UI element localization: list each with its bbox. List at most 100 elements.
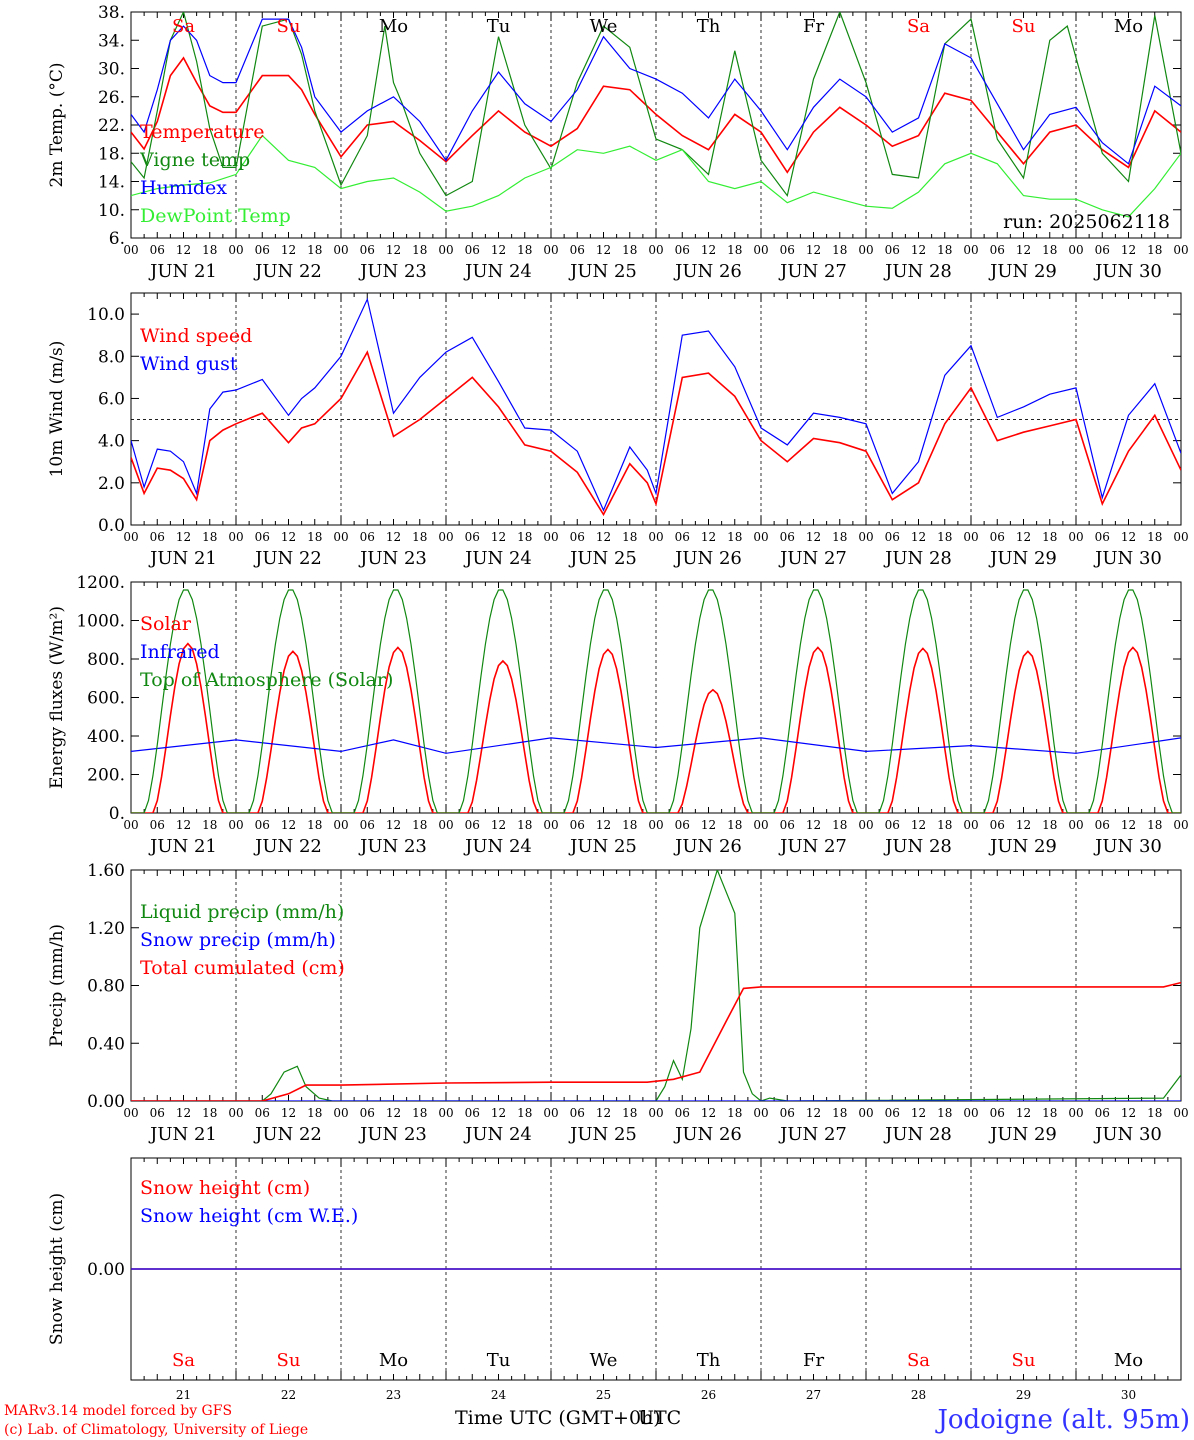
x-hour-label: 06 [255,1106,270,1120]
x-hour-label: 06 [150,243,165,257]
x-date-label: JUN 24 [463,548,532,569]
x-date-label: JUN 23 [358,1124,427,1145]
x-hour-label: 06 [360,530,375,544]
x-hour-label: 00 [963,818,978,832]
x-date-label: JUN 22 [253,1124,322,1145]
x-hour-label: 00 [228,1106,243,1120]
legend-liquid-precip-mm-h-: Liquid precip (mm/h) [140,901,344,923]
x-hour-label: 06 [150,530,165,544]
day-name-label: Fr [803,1350,824,1371]
x-hour-label: 18 [517,530,532,544]
x-hour-label: 12 [281,530,296,544]
x-hour-label: 12 [1016,530,1031,544]
x-hour-label: 12 [281,243,296,257]
day-name-label: We [590,1350,618,1371]
x-hour-label: 00 [228,243,243,257]
x-hour-label: 06 [675,243,690,257]
x-hour-label: 00 [858,818,873,832]
x-hour-label: 12 [281,818,296,832]
x-hour-label: 12 [1121,1106,1136,1120]
series-line-liquid-precip-mm-h- [131,870,1181,1101]
day-number-label: 25 [596,1388,611,1402]
day-name-label: Mo [1114,1350,1143,1371]
x-hour-label: 00 [1068,818,1083,832]
run-annotation: run: 2025062118 [1003,211,1170,233]
x-hour-label: 00 [753,243,768,257]
x-hour-label: 18 [937,243,952,257]
x-hour-label: 12 [701,818,716,832]
x-hour-label: 00 [1173,243,1188,257]
x-hour-label: 18 [832,1106,847,1120]
legend-vigne-temp: Vigne temp [139,149,250,171]
day-number-label: 24 [491,1388,507,1402]
series-group [131,12,1181,218]
y-tick-label: 1.20 [87,919,125,939]
x-hour-label: 12 [806,818,821,832]
x-hour-label: 18 [517,243,532,257]
x-hour-label: 12 [911,243,926,257]
x-hour-label: 00 [753,530,768,544]
y-tick-label: 6. [109,229,125,249]
x-hour-label: 06 [465,818,480,832]
x-hour-label: 06 [150,1106,165,1120]
y-tick-label: 6.0 [98,389,125,409]
xaxis-title: Time UTC (GMT+0h) [455,1407,661,1429]
x-hour-label: 12 [491,530,506,544]
x-hour-label: 06 [570,1106,585,1120]
x-date-label: JUN 26 [673,261,742,282]
x-hour-label: 18 [622,818,637,832]
x-hour-label: 12 [386,818,401,832]
x-hour-label: 18 [307,530,322,544]
panel-4: 0.00 0.40 0.80 1.20 1.60 Precip (mm/h) Liquid … [47,861,1189,1145]
x-hour-label: 00 [333,243,348,257]
day-name-label: Su [1012,1350,1036,1371]
y-tick-label: 1000. [76,612,125,632]
panel-2: 0.0 2.0 4.0 6.0 8.0 10.0 10m Wind (m/s) Wind sp… [47,292,1189,569]
x-hour-label: 12 [911,530,926,544]
series-group [131,870,1181,1101]
y-tick-label: 10.0 [87,305,125,325]
x-hour-label: 12 [176,530,191,544]
legend-total-cumulated-cm-: Total cumulated (cm) [140,957,345,979]
day-name-label: Mo [1114,16,1143,37]
x-hour-label: 12 [911,1106,926,1120]
x-hour-label: 00 [543,243,558,257]
x-hour-label: 18 [727,530,742,544]
x-hour-label: 12 [701,530,716,544]
x-hour-label: 00 [228,530,243,544]
x-hour-label: 18 [1042,243,1057,257]
day-name-label: Sa [907,16,930,37]
x-hour-label: 12 [1121,818,1136,832]
x-date-label: JUN 30 [1093,1124,1162,1145]
x-hour-label: 18 [517,818,532,832]
x-hour-label: 00 [438,1106,453,1120]
x-date-label: JUN 27 [778,548,847,569]
x-hour-label: 12 [176,243,191,257]
day-name-label: Sa [907,1350,930,1371]
x-date-label: JUN 24 [463,261,532,282]
x-hour-label: 00 [963,1106,978,1120]
y-axis-title: 10m Wind (m/s) [47,341,67,478]
series-line-top-of-atmosphere-solar- [131,589,1181,813]
x-date-label: JUN 22 [253,261,322,282]
legend-infrared: Infrared [140,641,220,663]
x-date-label: JUN 24 [463,836,532,857]
x-hour-label: 06 [255,243,270,257]
y-tick-label: 26. [98,88,125,108]
y-tick-label: 2.0 [98,474,125,494]
series-line-vigne-temp [131,12,1181,198]
x-hour-label: 18 [307,818,322,832]
x-hour-label: 00 [963,243,978,257]
day-name-label: Sa [172,16,195,37]
y-tick-label: 0.40 [87,1034,125,1054]
y-tick-label: 10. [98,201,125,221]
x-hour-label: 12 [596,1106,611,1120]
x-date-label: JUN 28 [883,261,952,282]
y-axis-title: 2m Temp. (°C) [47,62,67,187]
x-hour-label: 06 [990,530,1005,544]
y-tick-label: 34. [98,31,125,51]
x-hour-label: 00 [753,818,768,832]
day-name-label: Tu [487,16,511,37]
y-axis-title: Energy fluxes (W/m²) [47,606,67,789]
x-hour-label: 00 [753,1106,768,1120]
